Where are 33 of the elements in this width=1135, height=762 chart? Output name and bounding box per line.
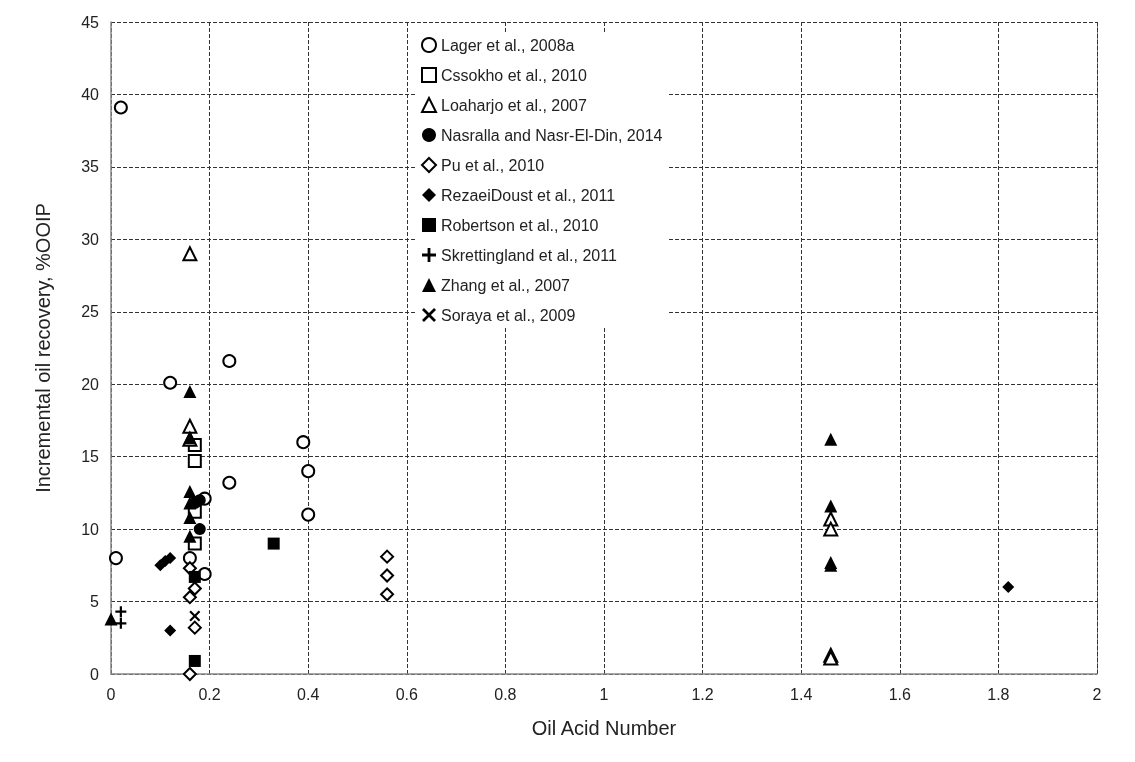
- legend-label: Pu et al., 2010: [441, 156, 545, 174]
- y-axis-title: Incremental oil recovery, %OOIP: [32, 203, 54, 493]
- x-tick-label: 1.6: [888, 685, 912, 703]
- x-tick-label: 0: [106, 685, 116, 703]
- y-tick-label: 15: [81, 448, 100, 466]
- legend-label: Skrettingland et al., 2011: [441, 246, 617, 264]
- x-tick-label: 1: [599, 685, 609, 703]
- legend-label: Robertson et al., 2010: [441, 216, 599, 234]
- y-tick-label: 35: [81, 158, 100, 176]
- x-tick-label: 1.8: [987, 685, 1010, 703]
- x-tick-label: 1.4: [790, 685, 813, 703]
- y-tick-label: 40: [81, 85, 100, 103]
- x-tick-label: 1.2: [691, 685, 714, 703]
- legend-label: Loaharjo et al., 2007: [441, 96, 587, 114]
- legend-label: RezaeiDoust et al., 2011: [441, 186, 616, 204]
- legend-label: Soraya et al., 2009: [441, 306, 576, 324]
- y-tick-label: 5: [90, 593, 100, 611]
- y-tick-label: 45: [81, 13, 100, 31]
- x-tick-label: 0.8: [494, 685, 517, 703]
- x-axis-title: Oil Acid Number: [531, 717, 677, 739]
- legend-label: Lager et al., 2008a: [441, 36, 575, 54]
- x-tick-label: 2: [1092, 685, 1102, 703]
- y-tick-label: 10: [81, 520, 100, 538]
- legend-label: Cssokho et al., 2010: [441, 66, 587, 84]
- legend-label: Zhang et al., 2007: [441, 276, 571, 294]
- x-tick-label: 0.2: [198, 685, 221, 703]
- legend-label: Nasralla and Nasr-El-Din, 2014: [441, 126, 663, 144]
- y-tick-label: 30: [81, 230, 100, 248]
- y-tick-label: 25: [81, 303, 100, 321]
- x-tick-label: 0.6: [395, 685, 419, 703]
- y-tick-label: 0: [90, 665, 100, 683]
- x-tick-label: 0.4: [297, 685, 320, 703]
- y-tick-label: 20: [81, 375, 100, 393]
